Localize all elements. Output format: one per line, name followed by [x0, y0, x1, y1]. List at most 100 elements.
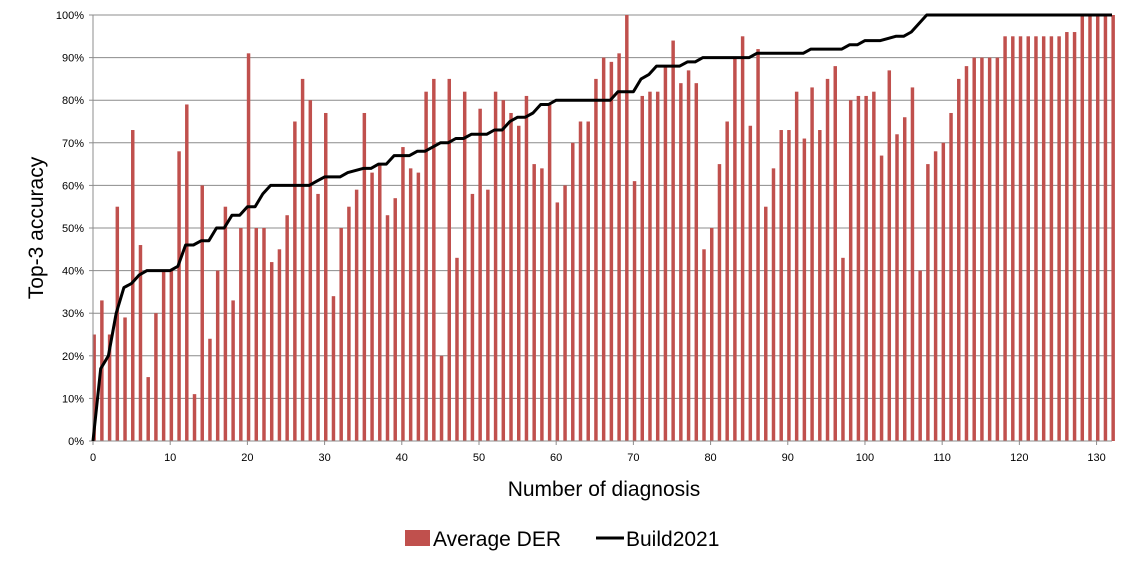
bar-53 — [501, 100, 506, 441]
bar-109 — [933, 151, 938, 441]
bar-79 — [702, 249, 706, 441]
bar-4 — [123, 317, 127, 441]
bar-98 — [848, 100, 853, 441]
bar-8 — [154, 313, 158, 441]
bar-9 — [161, 270, 166, 441]
bar-2 — [107, 334, 112, 441]
bar-36 — [370, 172, 374, 441]
bar-49 — [470, 193, 475, 441]
bar-83 — [733, 57, 737, 441]
line-build2021 — [91, 13, 1112, 442]
bar-33 — [347, 206, 351, 441]
y-tick-label-8: 80% — [62, 95, 84, 107]
bar-38 — [385, 215, 390, 441]
x-tick-label-4: 40 — [396, 452, 408, 464]
bar-66 — [601, 57, 606, 441]
x-tick-label-1: 10 — [164, 452, 176, 464]
bar-25 — [285, 215, 289, 441]
bar-47 — [455, 257, 459, 441]
bar-105 — [902, 117, 907, 442]
bar-60 — [555, 202, 560, 441]
bar-72 — [648, 91, 652, 442]
bar-6 — [138, 245, 143, 441]
x-tick-label-3: 30 — [318, 452, 330, 464]
bar-68 — [617, 53, 621, 442]
bar-15 — [208, 338, 212, 441]
bar-3 — [115, 206, 120, 441]
bar-31 — [331, 296, 336, 441]
bar-91 — [794, 91, 799, 442]
bar-63 — [578, 121, 583, 441]
y-tick-label-5: 50% — [62, 223, 84, 235]
bar-5 — [131, 130, 135, 441]
bar-95 — [825, 78, 830, 442]
bar-55 — [517, 125, 521, 441]
legend: Average DER Build2021 — [405, 528, 719, 551]
x-tick-label-6: 60 — [550, 452, 562, 464]
bar-11 — [177, 151, 181, 441]
bar-57 — [532, 164, 536, 441]
bar-series-average-der — [92, 15, 1115, 442]
bar-41 — [408, 168, 413, 442]
x-tick-label-8: 80 — [704, 452, 716, 464]
bar-125 — [1057, 36, 1061, 442]
bar-12 — [185, 104, 189, 442]
bar-115 — [980, 57, 984, 441]
bar-43 — [424, 91, 428, 442]
bar-50 — [478, 108, 482, 441]
bar-114 — [972, 57, 976, 441]
x-tick-label-11: 110 — [933, 452, 951, 464]
bar-13 — [192, 394, 197, 441]
bar-74 — [663, 66, 668, 442]
bar-100 — [864, 95, 868, 441]
bar-93 — [810, 87, 814, 442]
legend-label-average-der: Average DER — [433, 528, 561, 551]
bar-87 — [764, 206, 768, 441]
bar-51 — [486, 189, 490, 441]
bar-86 — [756, 49, 760, 442]
bar-89 — [779, 130, 783, 441]
y-tick-label-10: 100% — [56, 10, 84, 22]
bar-129 — [1088, 15, 1092, 441]
bar-78 — [694, 83, 699, 441]
y-tick-label-0: 0% — [68, 436, 84, 448]
bar-101 — [872, 91, 876, 442]
bar-107 — [918, 270, 922, 441]
bar-99 — [856, 95, 861, 441]
bar-19 — [239, 228, 243, 441]
y-tick-label-9: 90% — [62, 53, 84, 65]
bar-61 — [563, 185, 567, 441]
bar-46 — [447, 78, 452, 442]
bar-29 — [316, 193, 320, 441]
y-tick-label-3: 30% — [62, 308, 84, 320]
bar-132 — [1111, 15, 1115, 441]
bar-121 — [1026, 36, 1030, 442]
bar-122 — [1034, 36, 1038, 442]
bar-110 — [941, 142, 946, 442]
bar-90 — [787, 130, 791, 441]
legend-swatch-average-der — [405, 530, 430, 546]
bar-102 — [879, 155, 884, 441]
bar-20 — [246, 53, 251, 442]
axes — [89, 14, 1112, 445]
bar-24 — [277, 249, 282, 441]
bar-75 — [671, 40, 675, 442]
bar-131 — [1103, 15, 1108, 441]
bar-10 — [169, 270, 174, 441]
bar-58 — [540, 168, 544, 442]
bar-35 — [362, 112, 367, 441]
bar-65 — [594, 78, 598, 442]
x-tick-label-7: 70 — [627, 452, 639, 464]
bar-76 — [679, 83, 683, 441]
bar-118 — [1003, 36, 1007, 442]
bar-23 — [269, 262, 274, 441]
bar-94 — [818, 130, 822, 441]
bar-32 — [339, 228, 343, 441]
x-tick-label-2: 20 — [241, 452, 253, 464]
bar-128 — [1080, 15, 1085, 441]
bar-0 — [92, 334, 96, 441]
x-tick-label-9: 90 — [782, 452, 794, 464]
bar-111 — [949, 112, 953, 441]
bar-88 — [771, 168, 776, 442]
